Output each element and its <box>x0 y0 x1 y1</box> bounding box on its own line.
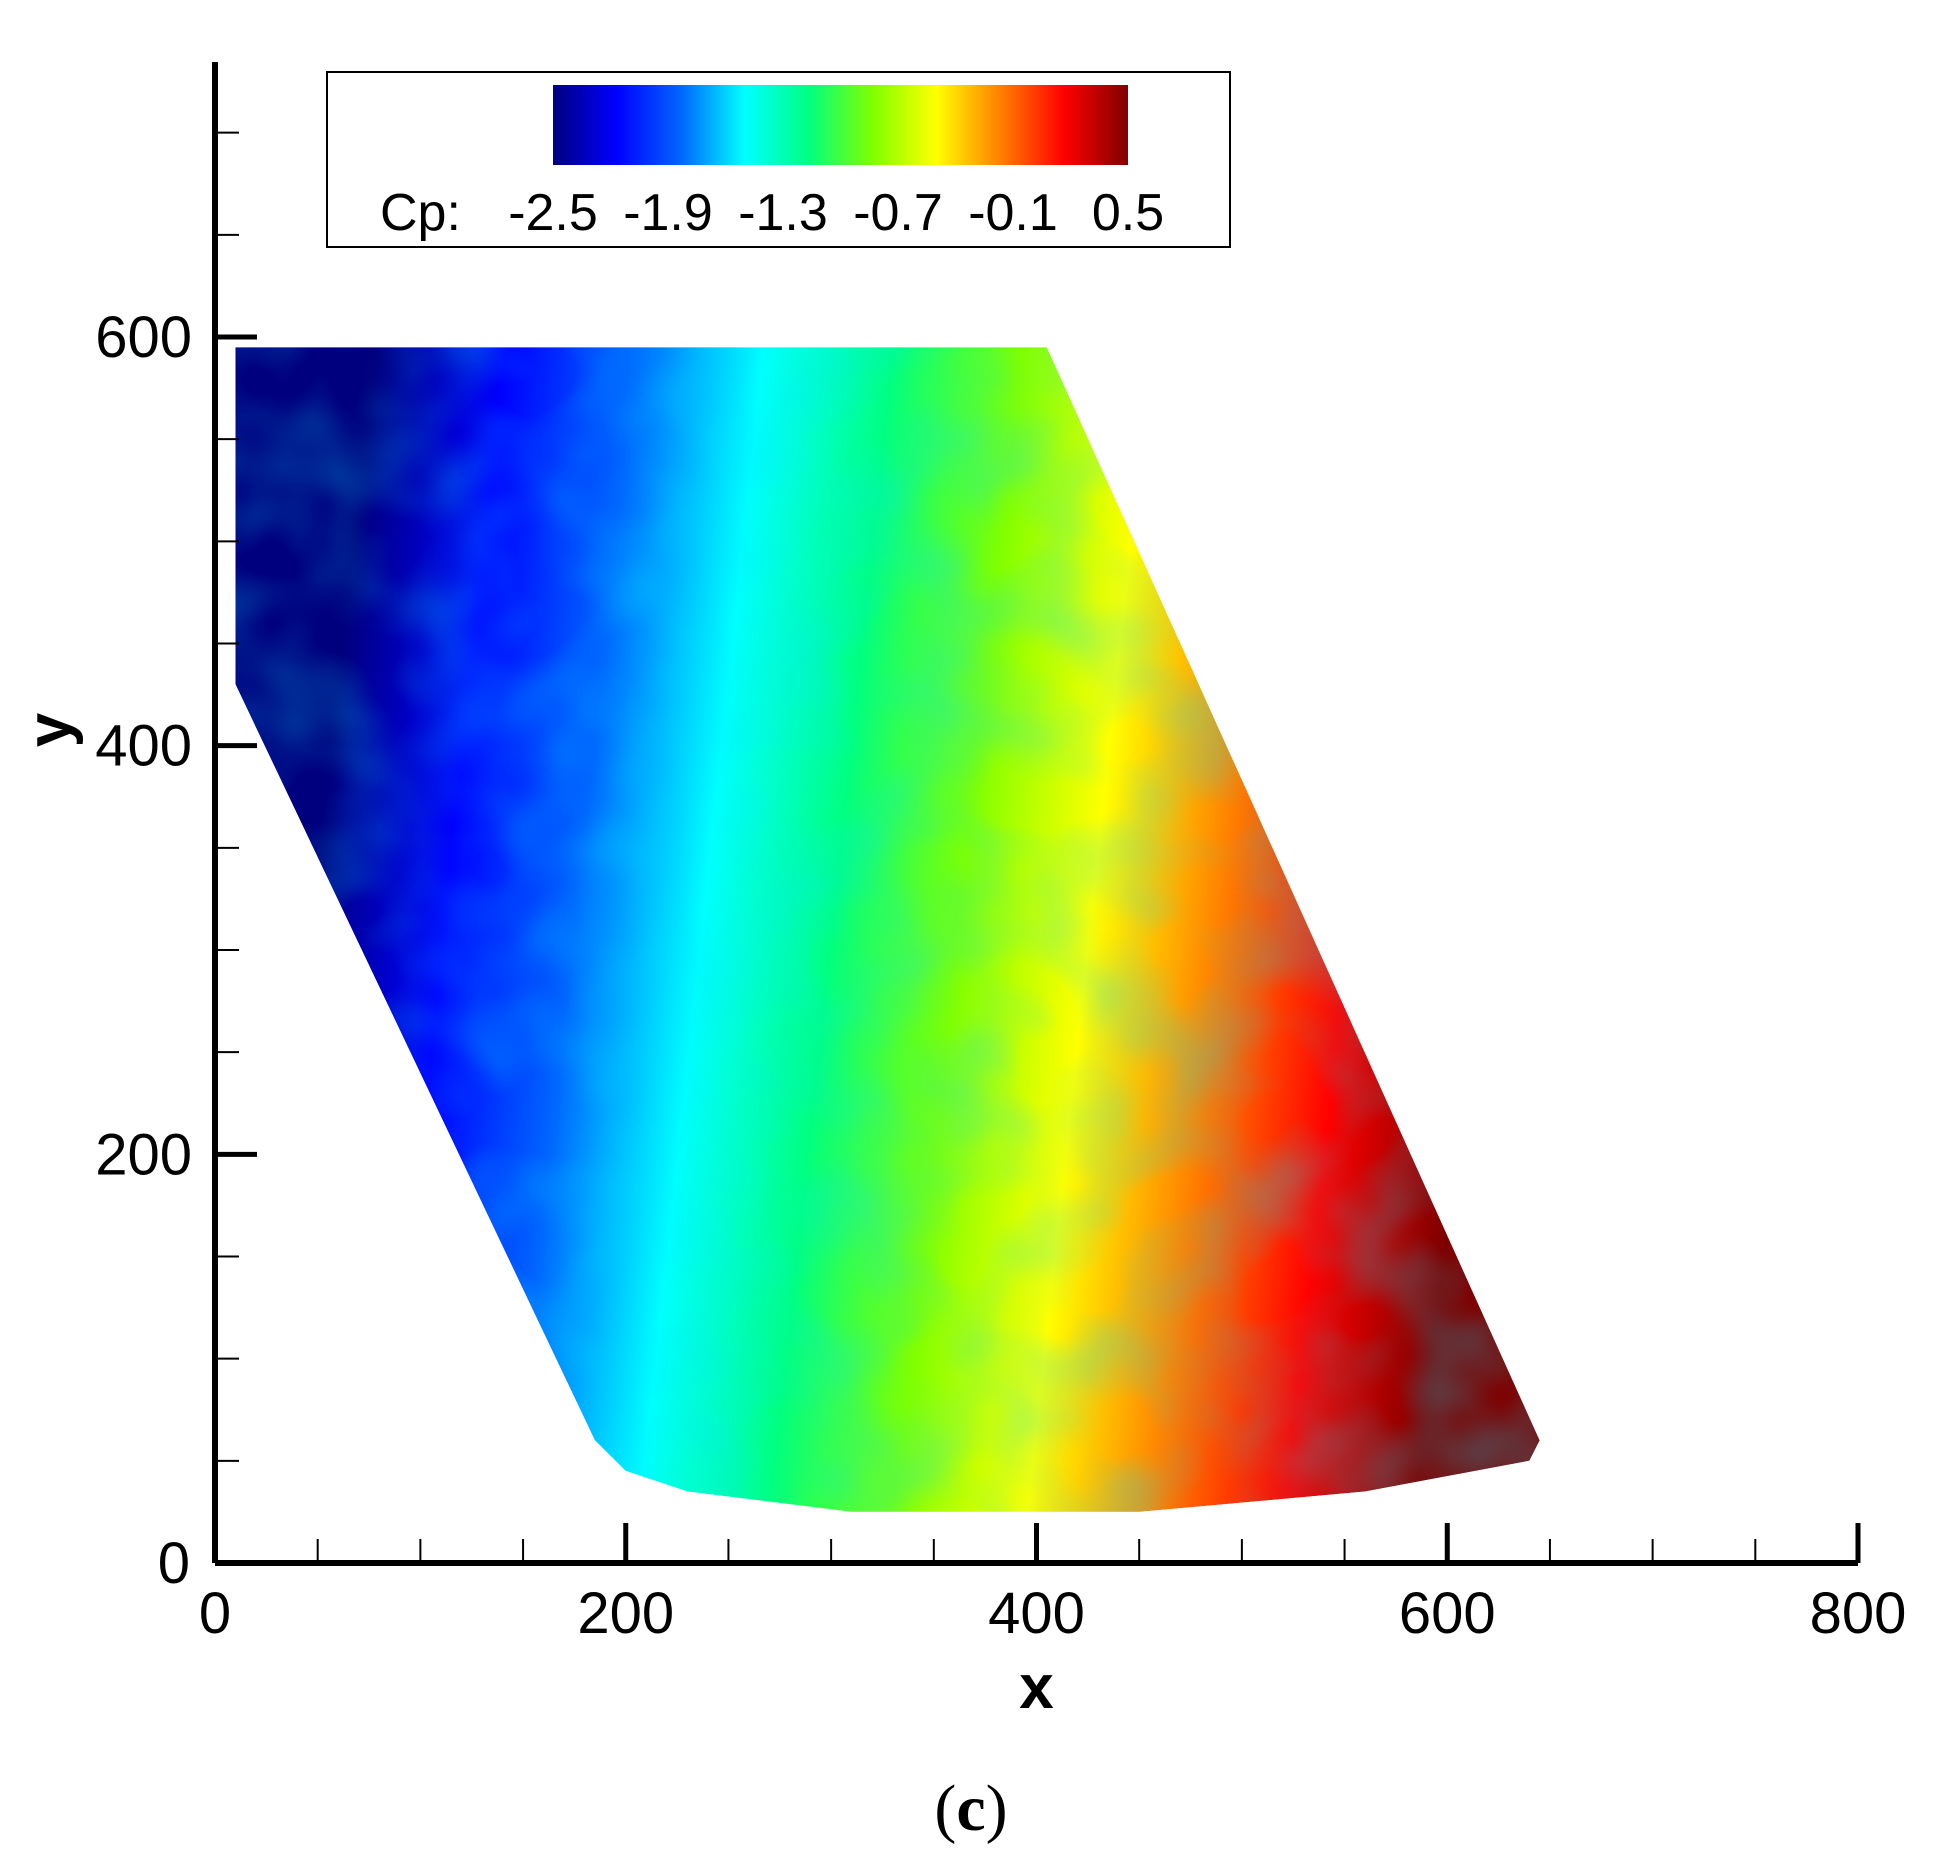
colorbar-tick-label: -0.7 <box>853 184 943 242</box>
x-tick-label: 600 <box>1399 1581 1496 1646</box>
y-tick-label: 0 <box>158 1531 190 1596</box>
colorbar-tick-label: -0.1 <box>968 184 1058 242</box>
y-tick-label: 400 <box>95 714 192 779</box>
colorbar-tick-label: -2.5 <box>508 184 598 242</box>
colorbar-legend: Cp: -2.5 -1.9 -1.3 -0.7 -0.1 0.5 <box>326 71 1231 248</box>
caption-open-paren: ( <box>934 1772 956 1845</box>
colorbar-tick-label: 0.5 <box>1092 184 1164 242</box>
y-axis-title: y <box>15 712 84 747</box>
y-tick-label: 200 <box>95 1122 192 1187</box>
x-tick-label: 400 <box>988 1581 1085 1646</box>
figure-caption: (c) <box>934 1772 1007 1845</box>
colorbar-variable-label: Cp: <box>380 184 461 242</box>
y-tick-label: 600 <box>95 305 192 370</box>
x-tick-label: 200 <box>577 1581 674 1646</box>
colorbar-tick-label: -1.3 <box>738 184 828 242</box>
caption-close-paren: ) <box>986 1772 1008 1845</box>
cp-field <box>235 347 1540 1512</box>
colorbar-tick-labels: -2.5 -1.9 -1.3 -0.7 -0.1 0.5 <box>508 184 1164 242</box>
colorbar <box>553 85 1128 165</box>
x-tick-label: 800 <box>1810 1581 1907 1646</box>
x-axis-title: x <box>1019 1653 1054 1722</box>
caption-letter: c <box>956 1772 985 1845</box>
axes: 0 200 400 600 800 0 200 400 600 <box>95 62 1906 1646</box>
colorbar-tick-label: -1.9 <box>623 184 713 242</box>
x-tick-label: 0 <box>199 1581 231 1646</box>
cp-field-turbulence <box>235 347 1540 1512</box>
